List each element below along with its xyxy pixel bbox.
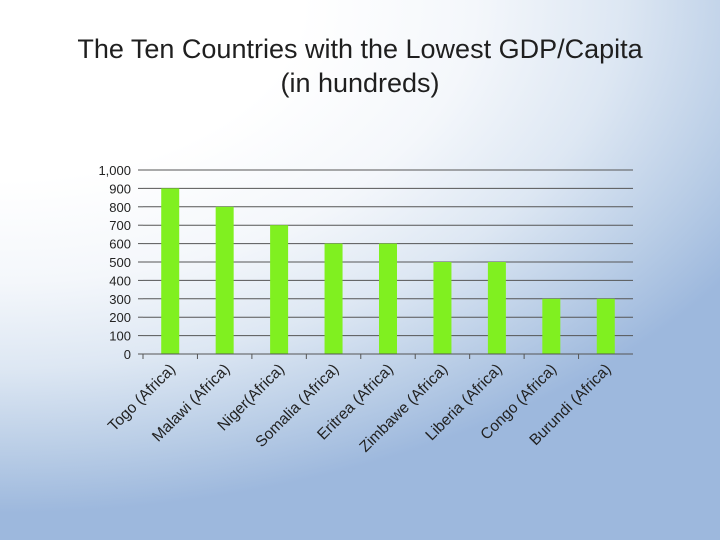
y-tick-label: 800 xyxy=(109,200,131,215)
y-tick-labels: 0 100 200 300 400 500 600 700 800 900 1,000 xyxy=(98,163,131,362)
bars xyxy=(142,188,615,359)
y-tick-label: 900 xyxy=(109,181,131,196)
y-tick-label: 300 xyxy=(109,292,131,307)
y-tick-label: 600 xyxy=(109,237,131,252)
bar xyxy=(596,298,615,354)
y-tick-label: 500 xyxy=(109,255,131,270)
title-line-1: The Ten Countries with the Lowest GDP/Ca… xyxy=(77,34,643,64)
bar xyxy=(215,206,234,354)
x-category-labels: Togo (Africa)Malawi (Africa)Niger(Africa… xyxy=(105,361,615,456)
bar xyxy=(487,262,506,354)
y-tick-label: 200 xyxy=(109,310,131,325)
y-tick-label: 1,000 xyxy=(98,163,131,178)
bar xyxy=(324,243,343,354)
bar xyxy=(270,225,289,354)
y-tick-label: 0 xyxy=(124,347,131,362)
y-tick-label: 100 xyxy=(109,329,131,344)
bar xyxy=(161,188,180,354)
bar xyxy=(433,262,452,354)
slide-title: The Ten Countries with the Lowest GDP/Ca… xyxy=(0,32,720,100)
y-tick-label: 400 xyxy=(109,273,131,288)
title-line-2: (in hundreds) xyxy=(280,68,440,98)
bar xyxy=(542,298,561,354)
y-tick-label: 700 xyxy=(109,218,131,233)
bar xyxy=(379,243,397,354)
